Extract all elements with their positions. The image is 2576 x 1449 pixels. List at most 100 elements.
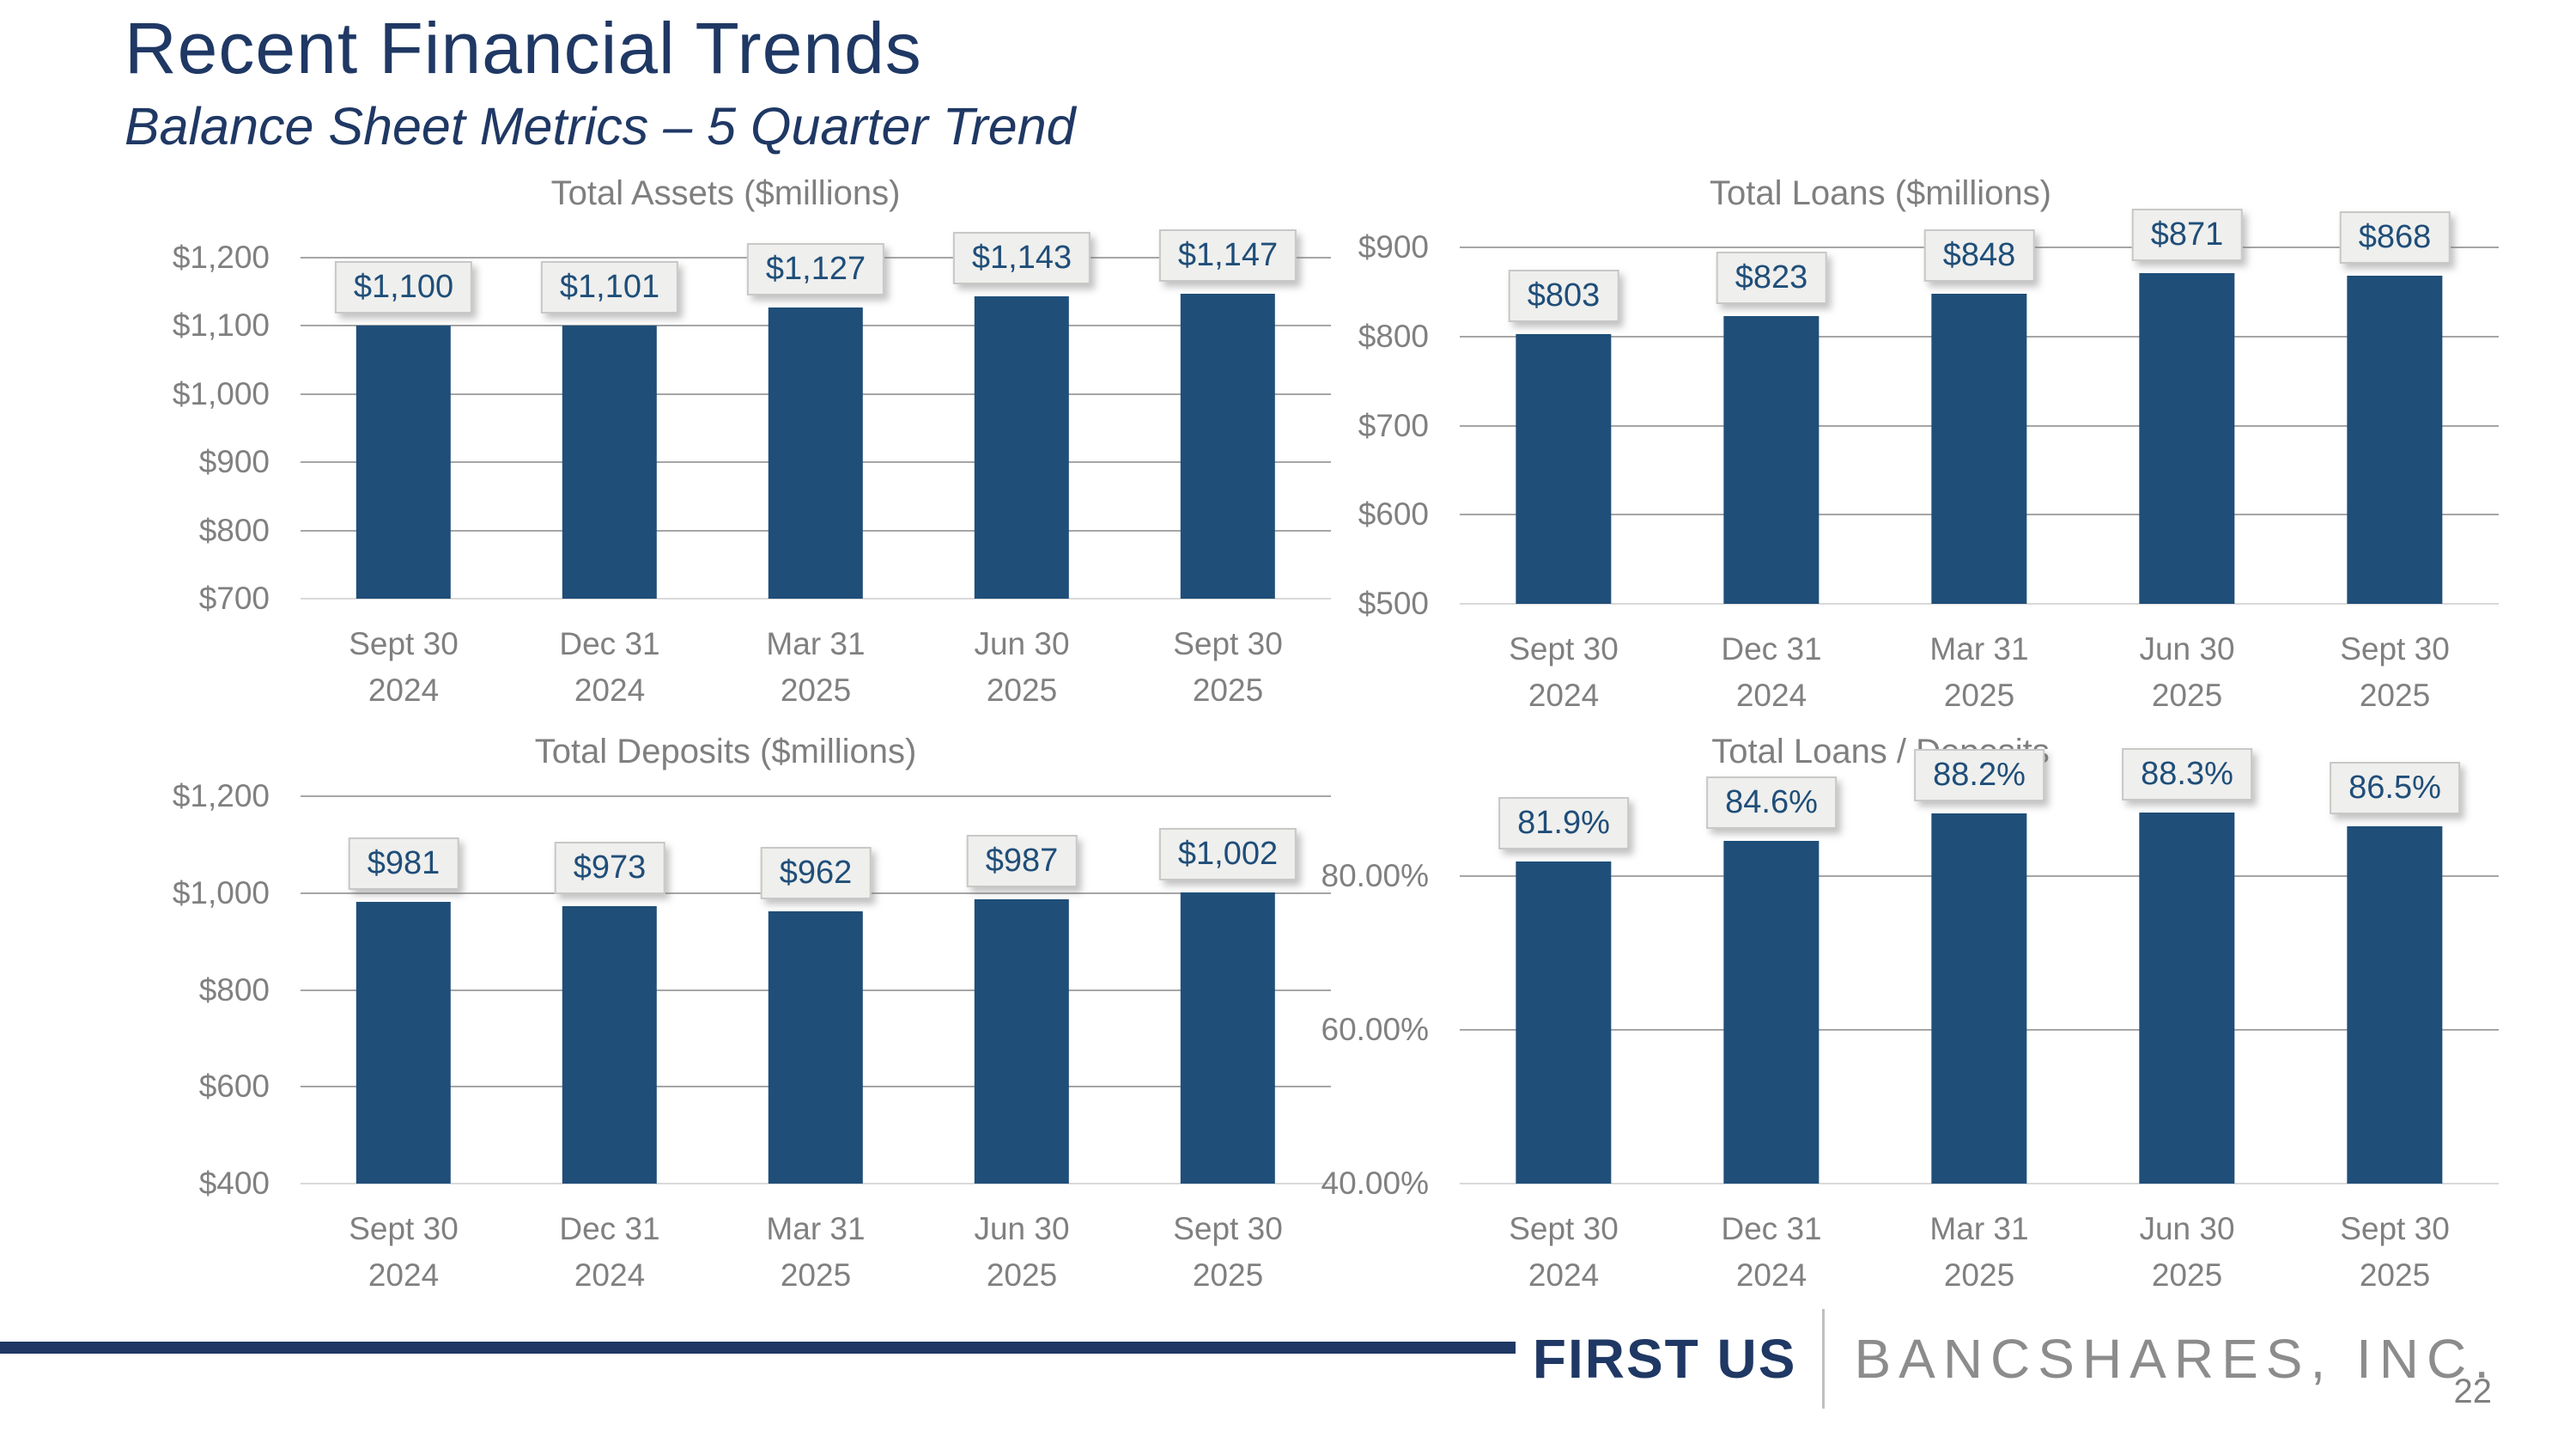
data-label: $871	[2131, 209, 2243, 262]
chart-title: Total Loans / Deposits	[1711, 733, 2050, 770]
x-tick-label: Mar 31 2025	[766, 1211, 866, 1293]
y-tick-label: $1,000	[172, 375, 270, 411]
x-axis: Sept 30 2024 Dec 31 2024 Mar 31 2025 Jun 30…	[1460, 1206, 2499, 1298]
bar-slot: $1,101	[507, 258, 713, 599]
bar-slot: $981	[301, 796, 507, 1184]
x-tick-label: Jun 30 2025	[2139, 631, 2235, 713]
bar	[1723, 315, 1820, 604]
x-tick-label: Jun 30 2025	[2139, 1211, 2235, 1293]
y-tick-label: $900	[198, 444, 270, 480]
gridline	[1460, 1183, 2499, 1184]
bar-slot: $1,002	[1125, 796, 1331, 1184]
y-axis: $1,200 $1,000 $800 $600 $400	[120, 778, 301, 1201]
bar	[768, 911, 864, 1184]
y-tick-label: $1,100	[172, 307, 270, 344]
company-logo: FIRST US BANCSHARES, INC.	[1533, 1309, 2497, 1409]
data-label: 86.5%	[2330, 762, 2460, 815]
chart-title: Total Loans ($millions)	[1710, 174, 2051, 212]
bar	[1723, 841, 1820, 1184]
bar-slot: 88.3%	[2083, 748, 2291, 1184]
bar-slot: $973	[507, 796, 713, 1184]
x-tick-label: Jun 30 2025	[974, 626, 1070, 708]
y-axis: $1,200 $1,100 $1,000 $900 $800 $700	[120, 240, 301, 616]
bar	[1516, 861, 1612, 1184]
data-label: $1,127	[746, 242, 885, 295]
y-tick-label: 60.00%	[1321, 1012, 1430, 1048]
chart-total-loans: Total Loans ($millions) $900 $800 $700 $600 $…	[1262, 167, 2499, 718]
bar	[355, 902, 452, 1184]
bar	[974, 899, 1070, 1184]
bar	[1516, 333, 1612, 604]
x-tick-label: Sept 30 2025	[1173, 1211, 1283, 1293]
y-tick-label: $1,200	[172, 778, 270, 813]
x-tick-label: Mar 31 2025	[1929, 631, 2029, 713]
y-tick-label: $600	[198, 1068, 270, 1105]
data-label: $868	[2339, 211, 2451, 265]
y-tick-label: $700	[198, 581, 270, 616]
x-tick-label: Sept 30 2024	[1509, 631, 1619, 713]
bar-slot: 81.9%	[1460, 797, 1668, 1184]
x-tick-label: Dec 31 2024	[559, 1211, 660, 1293]
y-tick-label: $800	[1358, 318, 1429, 354]
bar	[562, 905, 658, 1184]
x-tick-label: Sept 30 2024	[1509, 1211, 1619, 1293]
x-tick-label: Sept 30 2025	[1173, 626, 1283, 708]
y-tick-label: $1,000	[172, 874, 270, 910]
bar-slot: $871	[2083, 209, 2291, 604]
bar-slot: $823	[1668, 247, 1875, 604]
x-tick-label: Sept 30 2024	[349, 1211, 459, 1293]
chart-plot-area: $1,200 $1,000 $800 $600 $400 $981 $973 $962 $987…	[120, 778, 1331, 1201]
bar-slot: $1,143	[919, 232, 1125, 599]
bar	[974, 296, 1070, 599]
bar-slots: 81.9% 84.6% 88.2% 88.3% 86.5%	[1460, 748, 2499, 1184]
data-label: $1,147	[1158, 229, 1297, 283]
y-tick-label: $700	[1358, 407, 1429, 443]
page-title: Recent Financial Trends	[125, 8, 922, 88]
bar-slots: $803 $823 $848 $871 $868	[1460, 209, 2499, 604]
y-tick-label: 80.00%	[1321, 858, 1430, 894]
page-subtitle: Balance Sheet Metrics – 5 Quarter Trend	[125, 97, 1076, 155]
y-tick-label: $800	[198, 971, 270, 1008]
plot-grid: $803 $823 $848 $871 $868	[1460, 209, 2499, 605]
gridline	[301, 598, 1331, 600]
bar-slots: $981 $973 $962 $987 $1,002	[301, 796, 1331, 1184]
bar	[1931, 813, 2027, 1184]
bar-slot: $1,147	[1125, 229, 1331, 599]
data-label: 88.3%	[2122, 748, 2252, 801]
x-axis: Sept 30 2024 Dec 31 2024 Mar 31 2025 Jun 30…	[1460, 626, 2499, 718]
bar-slot: $868	[2291, 211, 2499, 604]
x-tick-label: Sept 30 2025	[2340, 631, 2450, 713]
bar-slot: $848	[1875, 228, 2083, 604]
bar	[355, 326, 452, 599]
bar	[1931, 293, 2027, 604]
data-label: $1,100	[334, 261, 473, 314]
x-tick-label: Dec 31 2024	[1721, 631, 1822, 713]
x-tick-label: Sept 30 2024	[349, 626, 459, 708]
y-tick-label: 40.00%	[1321, 1166, 1430, 1201]
chart-total-assets: Total Assets ($millions) $1,200 $1,100 $1,0…	[120, 167, 1331, 713]
chart-plot-area: 80.00% 60.00% 40.00% 81.9% 84.6% 88.2% 88.3% 86…	[1262, 748, 2499, 1201]
bar-slot: 88.2%	[1875, 749, 2083, 1184]
plot-grid: $981 $973 $962 $987 $1,002	[301, 795, 1331, 1184]
bar	[768, 307, 864, 599]
bar	[2347, 276, 2443, 604]
data-label: $823	[1716, 251, 1827, 304]
y-tick-label: $500	[1358, 586, 1429, 621]
data-label: $1,143	[952, 232, 1091, 285]
gridline	[1460, 603, 2499, 605]
x-tick-label: Mar 31 2025	[766, 626, 866, 708]
gridline	[301, 1183, 1331, 1184]
logo-divider-line	[1822, 1309, 1826, 1409]
data-label: 88.2%	[1914, 749, 2044, 802]
chart-plot-area: $1,200 $1,100 $1,000 $900 $800 $700 $1,100 $1,1…	[120, 229, 1331, 616]
bar	[1180, 294, 1276, 599]
bar	[1180, 892, 1276, 1184]
bar-slot: $1,100	[301, 258, 507, 599]
chart-title: Total Assets ($millions)	[550, 174, 901, 212]
bar-slot: $1,127	[713, 242, 919, 599]
logo-first-us: FIRST US	[1532, 1328, 1797, 1390]
data-label: $962	[760, 847, 872, 900]
bar-slot: $987	[919, 796, 1125, 1184]
plot-grid: $1,100 $1,101 $1,127 $1,143 $1,147	[301, 229, 1331, 600]
